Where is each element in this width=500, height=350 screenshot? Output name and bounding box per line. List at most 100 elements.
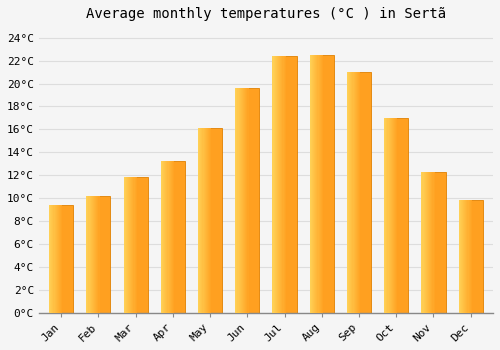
Bar bbox=[198, 128, 222, 313]
Bar bbox=[429, 172, 430, 313]
Bar bbox=[310, 55, 311, 313]
Bar bbox=[349, 72, 350, 313]
Bar bbox=[311, 55, 312, 313]
Bar bbox=[316, 55, 318, 313]
Bar bbox=[468, 201, 469, 313]
Bar bbox=[386, 118, 388, 313]
Bar bbox=[241, 88, 242, 313]
Bar bbox=[86, 196, 110, 313]
Bar bbox=[461, 201, 462, 313]
Bar bbox=[280, 56, 281, 313]
Bar bbox=[388, 118, 390, 313]
Bar bbox=[132, 177, 134, 313]
Bar bbox=[160, 161, 185, 313]
Bar bbox=[466, 201, 468, 313]
Bar bbox=[173, 161, 174, 313]
Bar bbox=[129, 177, 130, 313]
Bar bbox=[92, 196, 93, 313]
Bar bbox=[458, 201, 483, 313]
Bar bbox=[93, 196, 94, 313]
Bar bbox=[60, 205, 61, 313]
Bar bbox=[204, 128, 206, 313]
Bar bbox=[320, 55, 321, 313]
Bar bbox=[427, 172, 428, 313]
Bar bbox=[384, 118, 386, 313]
Bar bbox=[393, 118, 394, 313]
Bar bbox=[49, 205, 73, 313]
Bar bbox=[310, 55, 334, 313]
Bar bbox=[358, 72, 359, 313]
Bar bbox=[208, 128, 209, 313]
Bar bbox=[390, 118, 391, 313]
Bar bbox=[242, 88, 243, 313]
Bar bbox=[59, 205, 60, 313]
Bar bbox=[168, 161, 170, 313]
Bar bbox=[384, 118, 408, 313]
Bar bbox=[422, 172, 424, 313]
Bar bbox=[347, 72, 348, 313]
Bar bbox=[199, 128, 200, 313]
Bar bbox=[90, 196, 92, 313]
Bar bbox=[464, 201, 466, 313]
Bar bbox=[396, 118, 398, 313]
Bar bbox=[395, 118, 396, 313]
Bar bbox=[312, 55, 313, 313]
Bar bbox=[430, 172, 432, 313]
Bar bbox=[202, 128, 203, 313]
Bar bbox=[422, 172, 446, 313]
Bar bbox=[391, 118, 392, 313]
Bar bbox=[235, 88, 260, 313]
Bar bbox=[210, 128, 212, 313]
Title: Average monthly temperatures (°C ) in Sertã: Average monthly temperatures (°C ) in Se… bbox=[86, 7, 446, 21]
Bar bbox=[162, 161, 163, 313]
Bar bbox=[209, 128, 210, 313]
Bar bbox=[172, 161, 173, 313]
Bar bbox=[246, 88, 248, 313]
Bar bbox=[347, 72, 371, 313]
Bar bbox=[238, 88, 240, 313]
Bar bbox=[164, 161, 165, 313]
Bar bbox=[354, 72, 356, 313]
Bar bbox=[272, 56, 274, 313]
Bar bbox=[460, 201, 461, 313]
Bar bbox=[235, 88, 236, 313]
Bar bbox=[272, 56, 296, 313]
Bar bbox=[50, 205, 51, 313]
Bar bbox=[240, 88, 241, 313]
Bar bbox=[432, 172, 434, 313]
Bar bbox=[458, 201, 460, 313]
Bar bbox=[244, 88, 245, 313]
Bar bbox=[56, 205, 57, 313]
Bar bbox=[127, 177, 128, 313]
Bar bbox=[126, 177, 127, 313]
Bar bbox=[163, 161, 164, 313]
Bar bbox=[245, 88, 246, 313]
Bar bbox=[470, 201, 471, 313]
Bar bbox=[350, 72, 352, 313]
Bar bbox=[124, 177, 126, 313]
Bar bbox=[359, 72, 360, 313]
Bar bbox=[52, 205, 54, 313]
Bar bbox=[356, 72, 357, 313]
Bar bbox=[207, 128, 208, 313]
Bar bbox=[279, 56, 280, 313]
Bar bbox=[274, 56, 276, 313]
Bar bbox=[394, 118, 395, 313]
Bar bbox=[357, 72, 358, 313]
Bar bbox=[243, 88, 244, 313]
Bar bbox=[284, 56, 286, 313]
Bar bbox=[88, 196, 90, 313]
Bar bbox=[278, 56, 279, 313]
Bar bbox=[86, 196, 88, 313]
Bar bbox=[463, 201, 464, 313]
Bar bbox=[318, 55, 320, 313]
Bar bbox=[94, 196, 95, 313]
Bar bbox=[313, 55, 314, 313]
Bar bbox=[206, 128, 207, 313]
Bar bbox=[276, 56, 277, 313]
Bar bbox=[315, 55, 316, 313]
Bar bbox=[424, 172, 426, 313]
Bar bbox=[198, 128, 199, 313]
Bar bbox=[277, 56, 278, 313]
Bar bbox=[352, 72, 354, 313]
